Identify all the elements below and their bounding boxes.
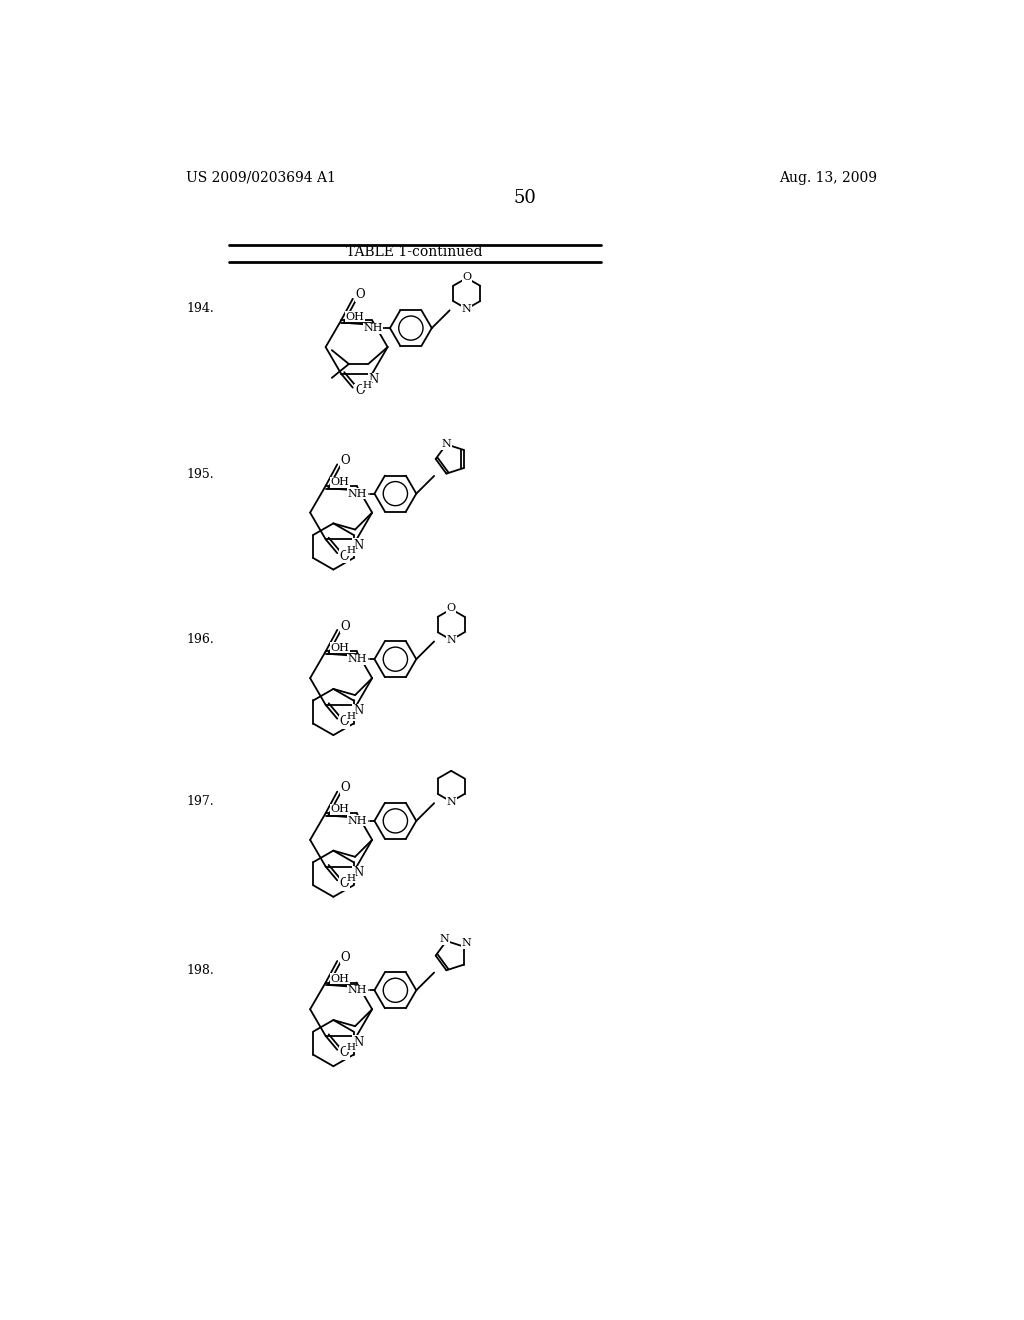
Text: O: O [339,715,349,729]
Text: NH: NH [348,816,368,826]
Text: OH: OH [330,804,349,814]
Text: H: H [347,546,355,556]
Text: O: O [446,603,456,614]
Text: H: H [347,874,355,883]
Text: O: O [340,454,350,467]
Text: N: N [369,374,379,387]
Text: O: O [340,950,350,964]
Text: OH: OH [330,643,349,652]
Text: 196.: 196. [186,634,214,647]
Text: N: N [462,939,472,949]
Text: 197.: 197. [186,795,214,808]
Text: N: N [440,935,450,944]
Text: 195.: 195. [186,467,214,480]
Text: TABLE 1-continued: TABLE 1-continued [346,246,483,259]
Text: O: O [355,289,366,301]
Text: O: O [462,272,471,282]
Text: OH: OH [330,477,349,487]
Text: N: N [353,539,364,552]
Text: N: N [462,304,471,314]
Text: O: O [355,384,365,397]
Text: NH: NH [348,655,368,664]
Text: N: N [446,797,456,807]
Text: O: O [339,876,349,890]
Text: N: N [353,866,364,879]
Text: NH: NH [348,488,368,499]
Text: Aug. 13, 2009: Aug. 13, 2009 [779,170,877,185]
Text: OH: OH [330,974,349,983]
Text: 194.: 194. [186,302,214,315]
Text: N: N [441,440,452,449]
Text: OH: OH [346,312,365,322]
Text: NH: NH [364,323,383,333]
Text: N: N [353,1036,364,1048]
Text: O: O [339,549,349,562]
Text: US 2009/0203694 A1: US 2009/0203694 A1 [186,170,336,185]
Text: N: N [353,705,364,718]
Text: NH: NH [348,985,368,995]
Text: H: H [362,380,372,389]
Text: O: O [339,1047,349,1060]
Text: O: O [340,781,350,795]
Text: H: H [347,1043,355,1052]
Text: 198.: 198. [186,964,214,977]
Text: O: O [340,619,350,632]
Text: H: H [347,711,355,721]
Text: N: N [446,635,456,645]
Text: 50: 50 [513,190,537,207]
